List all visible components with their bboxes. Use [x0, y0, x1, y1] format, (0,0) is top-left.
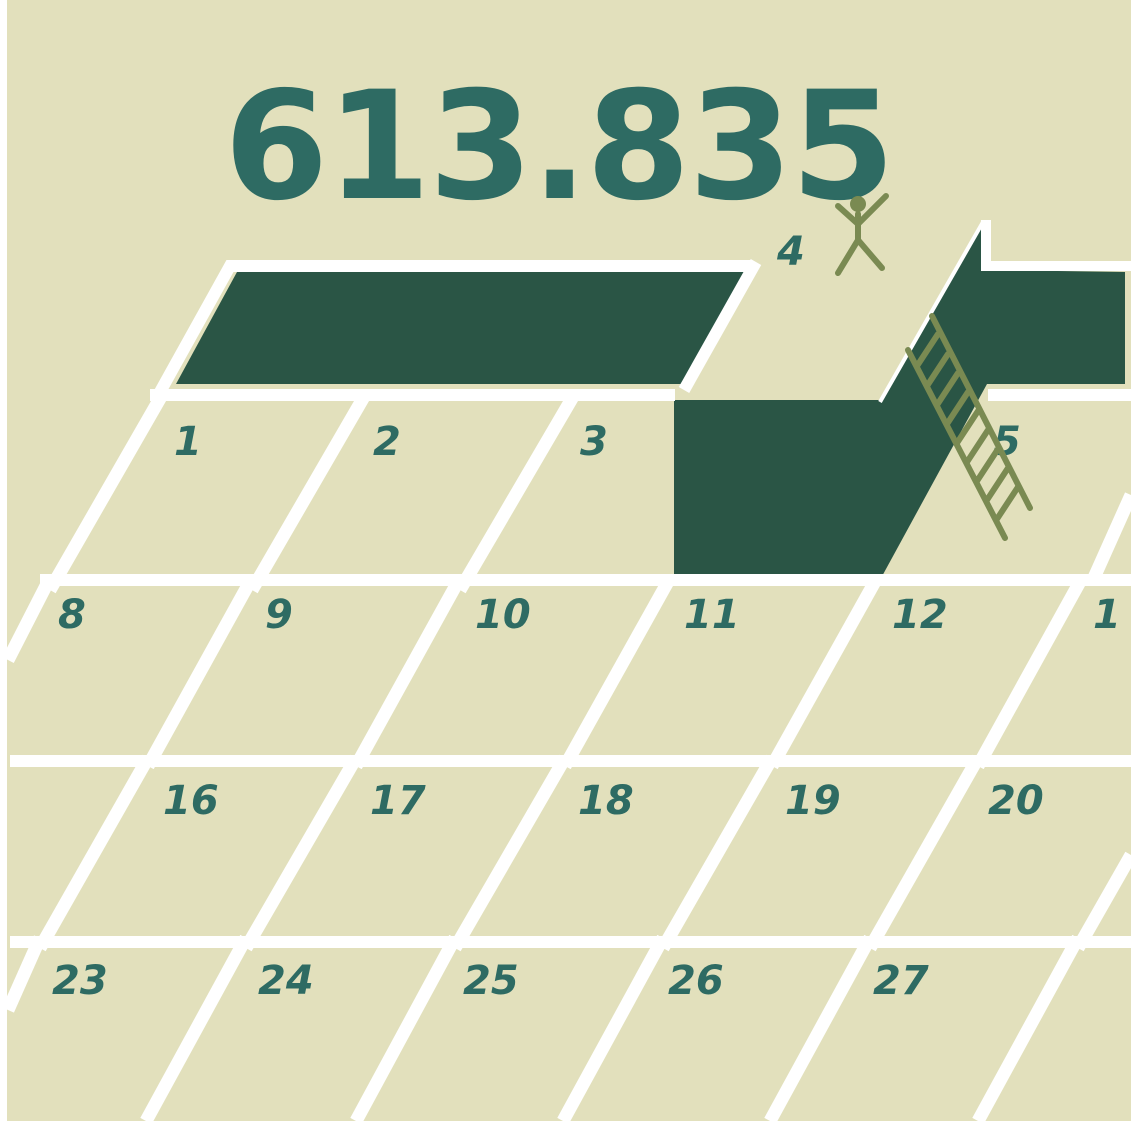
day-number: 19: [785, 778, 841, 824]
grid-slant-line: [657, 754, 778, 952]
grid-slant-line: [557, 934, 669, 1125]
grid-slant-line: [44, 391, 168, 594]
grid-slant-line: [864, 754, 984, 952]
grid-slant-line: [972, 934, 1084, 1125]
band-outline-right: [981, 220, 1131, 271]
grid-slant-line: [2, 935, 46, 1013]
grid-slant-line: [240, 754, 362, 952]
grid-slant-line: [1072, 851, 1137, 952]
grid-slant-line: [2, 575, 56, 663]
ladder-icon: [905, 313, 1033, 541]
day-number: 18: [578, 778, 634, 824]
day-numbers: 1 2 3 4 5 8 9 10 11 12 1 16 17 18 19 20 …: [52, 229, 1121, 1004]
person-arms-raised-icon: [835, 193, 889, 276]
day-number: 16: [163, 778, 219, 824]
grid-slant-line: [559, 574, 676, 770]
grid-slant-line: [350, 574, 466, 770]
headline-number: 613.835: [224, 60, 893, 234]
header-band-right: [674, 224, 1125, 580]
day-number: 17: [370, 778, 426, 824]
day-number: 3: [580, 419, 608, 465]
day-number: 24: [258, 958, 314, 1004]
grid-slant-line: [246, 391, 371, 594]
day-number: 27: [873, 958, 929, 1004]
grid-slant-line: [449, 754, 571, 952]
grid-slant-line: [350, 934, 461, 1125]
background-panel: [7, 0, 1131, 1121]
day-number: 11: [684, 592, 740, 638]
day-number: 8: [58, 592, 86, 638]
day-number: 1: [1093, 592, 1121, 638]
grid-slanted-lines: [2, 391, 1137, 1125]
grid-slant-line: [1087, 492, 1137, 583]
band-outline: [154, 260, 752, 395]
grid-slant-line: [972, 574, 1088, 770]
day-number: 9: [265, 592, 293, 638]
day-number: 12: [892, 592, 948, 638]
grid-slant-line: [766, 574, 883, 770]
day-number: 26: [668, 958, 724, 1004]
day-number: 2: [373, 419, 401, 465]
grid-slant-line: [140, 934, 252, 1125]
day-number: 4: [776, 229, 805, 275]
day4-notch-edge: [878, 221, 985, 403]
day4-edge-line: [678, 259, 762, 393]
grid-slant-line: [142, 574, 258, 770]
day-number: 10: [475, 592, 531, 638]
day-number: 20: [988, 778, 1044, 824]
day-number: 25: [463, 958, 519, 1004]
grid-slant-line: [764, 934, 876, 1125]
grid-slant-line: [34, 754, 154, 952]
header-band-left: [176, 272, 748, 384]
day-number: 1: [174, 419, 202, 465]
grid-slant-line: [454, 391, 580, 594]
day-number: 23: [52, 958, 108, 1004]
